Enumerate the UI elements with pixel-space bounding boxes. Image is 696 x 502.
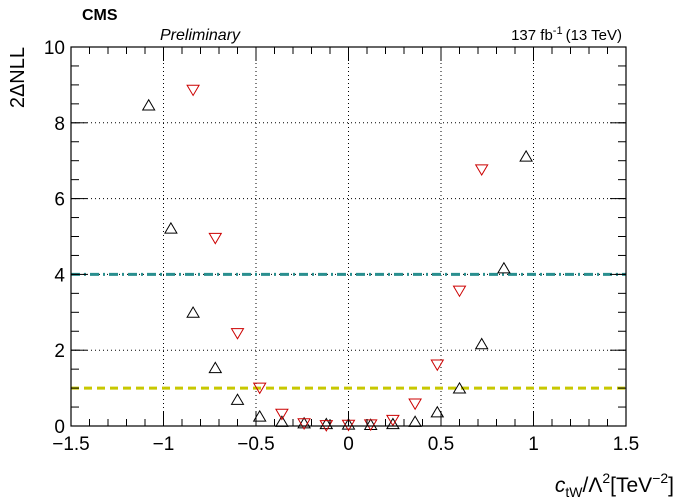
x-tick-label: −1: [153, 434, 175, 455]
marker-up-7: [297, 416, 311, 429]
y-tick-label: 8: [54, 114, 65, 135]
marker-down-13: [474, 164, 489, 177]
marker-up-9: [341, 417, 356, 430]
x-axis-label: ctW/Λ2[TeV−2]: [555, 470, 674, 500]
marker-down-4: [275, 408, 289, 421]
y-tick-label: 6: [54, 190, 65, 211]
x-tick-label: 1: [528, 434, 539, 455]
marker-up-17: [519, 149, 533, 162]
y-axis-label: 2ΔNLL: [7, 47, 29, 108]
axis-ticks: [70, 46, 627, 427]
marker-up-3: [208, 361, 223, 374]
x-label-middle-sup: 2: [602, 470, 610, 486]
marker-down-3: [252, 382, 267, 395]
marker-up-4: [230, 393, 245, 405]
marker-down-2: [230, 328, 245, 340]
marker-down-12: [452, 285, 467, 298]
y-tick-label: 0: [54, 417, 65, 438]
x-label-unit-sup: −2: [652, 470, 668, 486]
x-tick-label: −1.5: [52, 434, 90, 455]
x-label-subscript: tW: [565, 484, 583, 500]
marker-down-5: [297, 418, 311, 430]
marker-down-11: [430, 359, 445, 372]
x-tick-label: 1.5: [613, 434, 639, 455]
lumi-label: 137 fb-1 (13 TeV): [511, 25, 622, 44]
grid: [71, 47, 626, 426]
reference-lines: [71, 272, 626, 390]
marker-down-1: [208, 232, 223, 245]
marker-down-10: [408, 398, 422, 411]
tick-labels: −1.5 −1 −0.5 0 0.5 1 1.5 0 2 4 6 8 10: [44, 38, 639, 455]
x-label-unit-close: ]: [668, 474, 674, 497]
lumi-suffix: (13 TeV): [566, 27, 622, 44]
y-tick-label: 4: [54, 265, 65, 286]
marker-up-8: [319, 417, 334, 430]
marker-up-0: [141, 98, 156, 111]
marker-down-0: [186, 84, 200, 97]
marker-up-1: [164, 221, 178, 234]
experiment-label: CMS: [82, 7, 118, 24]
marker-up-13: [430, 405, 445, 418]
marker-down-8: [363, 419, 378, 432]
y-tick-label: 2: [54, 341, 65, 362]
lumi-exponent: -1: [553, 25, 563, 37]
x-tick-label: 0: [343, 434, 354, 455]
marker-down-9: [386, 414, 400, 427]
marker-up-5: [252, 409, 267, 422]
x-label-middle: /Λ: [582, 474, 602, 497]
marker-up-2: [186, 306, 200, 318]
x-label-symbol: c: [555, 474, 566, 497]
x-label-unit-open: [TeV: [610, 474, 652, 497]
status-label: Preliminary: [160, 27, 241, 44]
marker-up-16: [497, 261, 511, 274]
y-tick-label: 10: [44, 38, 65, 59]
lumi-value: 137 fb: [511, 27, 553, 44]
x-tick-label: −0.5: [237, 434, 275, 455]
marker-up-15: [474, 337, 489, 350]
marker-up-14: [452, 381, 467, 394]
x-tick-label: 0.5: [428, 434, 454, 455]
marker-up-11: [386, 417, 400, 430]
